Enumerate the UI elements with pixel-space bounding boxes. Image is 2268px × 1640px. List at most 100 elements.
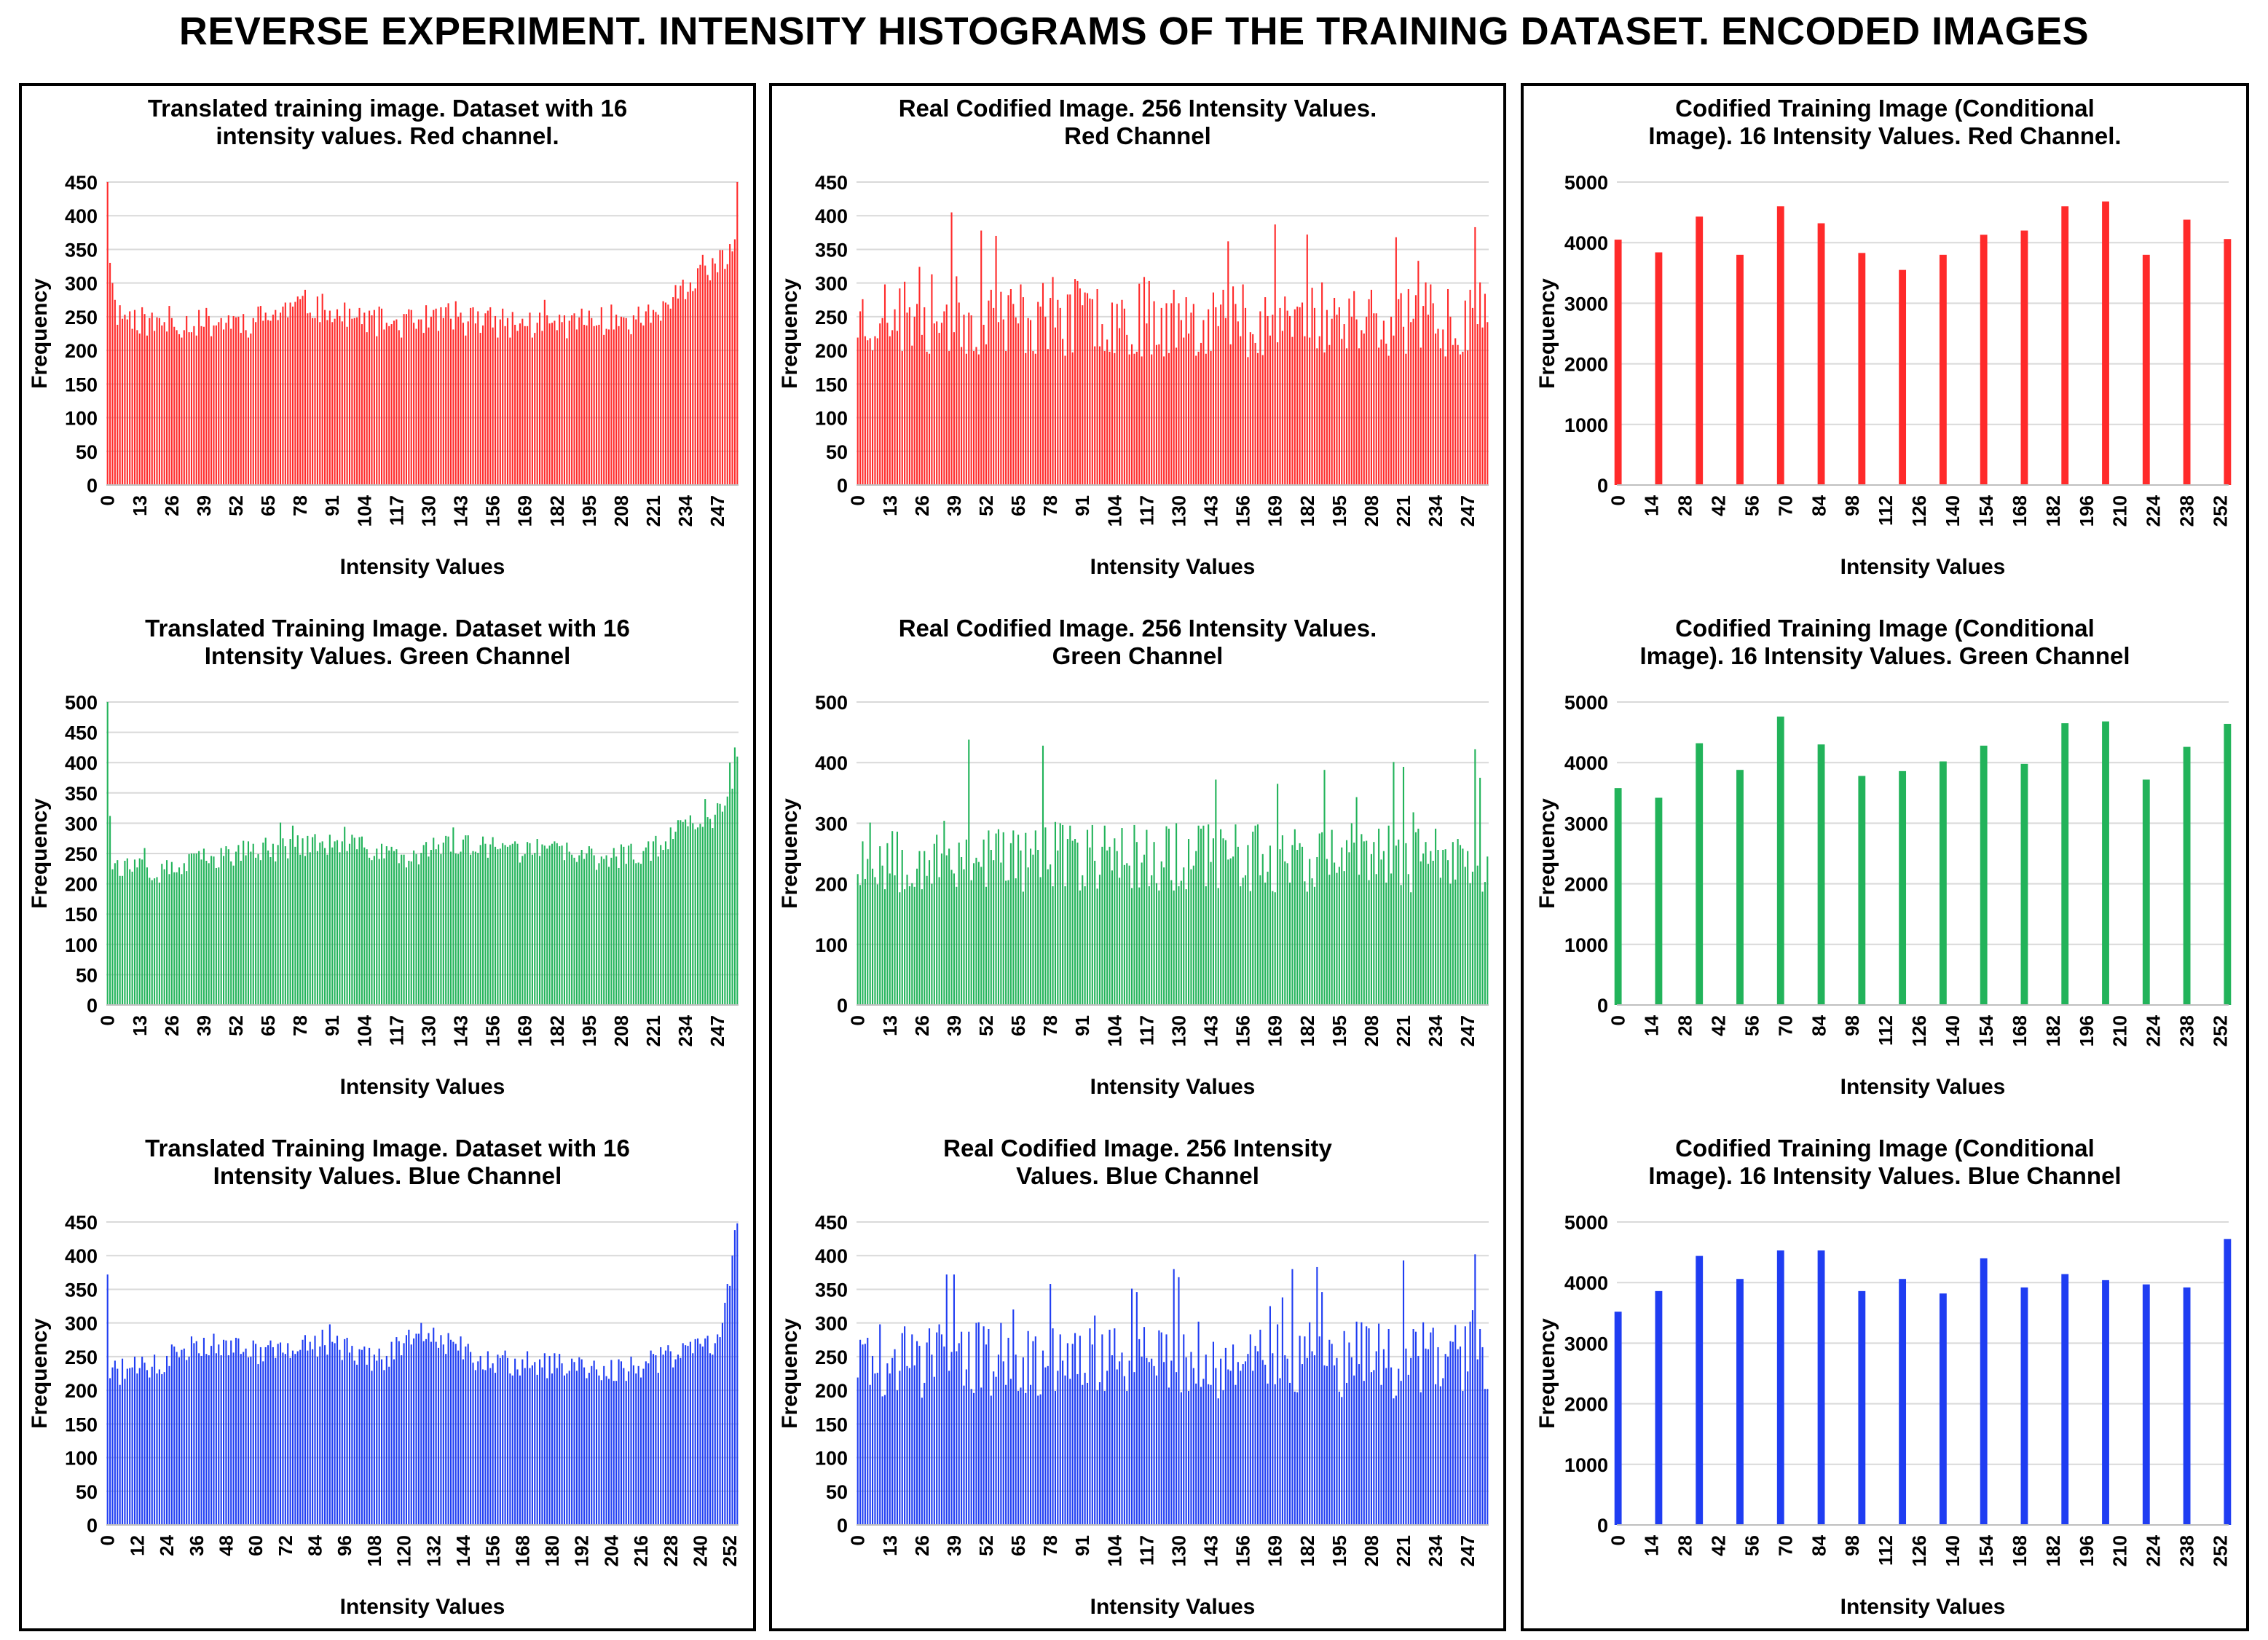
histogram-bar bbox=[662, 1355, 664, 1525]
histogram-bar bbox=[689, 815, 691, 1005]
x-tick-label: 140 bbox=[1942, 1015, 1964, 1046]
histogram-bar bbox=[1380, 859, 1382, 1005]
histogram-bar bbox=[111, 283, 114, 485]
histogram-bar bbox=[536, 323, 538, 485]
histogram-bar bbox=[1259, 875, 1261, 1005]
histogram-bar bbox=[269, 856, 272, 1005]
histogram-bar bbox=[595, 1369, 598, 1525]
histogram-bar bbox=[1467, 1371, 1469, 1525]
histogram-bar bbox=[413, 850, 415, 1005]
histogram-bar bbox=[1042, 745, 1044, 1005]
x-tick-label: 26 bbox=[911, 1015, 933, 1036]
histogram-bar bbox=[588, 310, 590, 485]
x-tick-label: 252 bbox=[2210, 495, 2232, 527]
histogram-bar bbox=[913, 316, 916, 485]
histogram-bar bbox=[213, 325, 215, 485]
histogram-bar bbox=[1471, 871, 1474, 1005]
x-tick-label: 117 bbox=[1135, 495, 1157, 526]
histogram-bar bbox=[154, 331, 156, 485]
histogram-bar bbox=[519, 862, 521, 1005]
y-tick-label: 300 bbox=[65, 273, 98, 295]
histogram-bar bbox=[990, 1395, 992, 1525]
chart-green-16: Translated Training Image. Dataset with … bbox=[28, 615, 739, 1099]
histogram-bar bbox=[1111, 302, 1113, 485]
x-tick-label: 130 bbox=[417, 1015, 439, 1046]
histogram-bar bbox=[1098, 1382, 1101, 1525]
y-tick-label: 200 bbox=[815, 1380, 848, 1402]
histogram-bar bbox=[2020, 1287, 2028, 1525]
histogram-bar bbox=[136, 1373, 138, 1525]
histogram-bar bbox=[166, 1355, 168, 1525]
histogram-bar bbox=[363, 1347, 366, 1525]
histogram-bar bbox=[2224, 1239, 2232, 1525]
histogram-bar bbox=[114, 299, 116, 485]
histogram-bar bbox=[1313, 1355, 1316, 1525]
histogram-bar bbox=[1459, 1347, 1462, 1525]
histogram-bar bbox=[489, 844, 492, 1005]
histogram-bar bbox=[1358, 875, 1361, 1005]
histogram-bar bbox=[598, 324, 600, 485]
histogram-bar bbox=[1476, 324, 1478, 485]
x-tick-label: 130 bbox=[1168, 1535, 1189, 1566]
histogram-bar bbox=[235, 317, 237, 485]
histogram-bar bbox=[205, 307, 208, 485]
histogram-bar bbox=[126, 1368, 128, 1525]
histogram-bar bbox=[1123, 864, 1125, 1005]
histogram-bar bbox=[1089, 847, 1091, 1005]
histogram-bar bbox=[1094, 1315, 1096, 1525]
y-tick-label: 400 bbox=[815, 752, 848, 774]
histogram-bar bbox=[1197, 1321, 1200, 1525]
histogram-bar bbox=[1212, 292, 1214, 485]
y-tick-label: 250 bbox=[815, 1347, 848, 1368]
histogram-bar bbox=[926, 1342, 928, 1525]
histogram-bar bbox=[186, 871, 188, 1005]
y-tick-label: 450 bbox=[65, 1212, 98, 1234]
histogram-bar bbox=[1614, 788, 1622, 1005]
histogram-bar bbox=[482, 325, 484, 485]
x-tick-label: 143 bbox=[450, 495, 472, 527]
histogram-bar bbox=[124, 860, 126, 1005]
histogram-bar bbox=[1210, 351, 1212, 485]
histogram-bar bbox=[874, 877, 876, 1005]
histogram-bar bbox=[1032, 1341, 1034, 1525]
histogram-bar bbox=[736, 1223, 739, 1525]
histogram-bar bbox=[146, 1370, 148, 1525]
x-tick-label: 126 bbox=[1908, 495, 1930, 527]
histogram-bar bbox=[1858, 253, 1866, 485]
histogram-bar bbox=[442, 1344, 444, 1525]
histogram-bar bbox=[956, 886, 958, 1005]
histogram-bar bbox=[692, 823, 694, 1005]
histogram-bar bbox=[1025, 832, 1027, 1005]
histogram-bar bbox=[415, 853, 417, 1005]
histogram-bar bbox=[163, 869, 165, 1005]
histogram-bar bbox=[1180, 880, 1182, 1005]
histogram-bar bbox=[615, 1381, 618, 1525]
histogram-bar bbox=[1111, 1355, 1113, 1525]
histogram-bar bbox=[373, 310, 375, 485]
histogram-bar bbox=[449, 851, 452, 1005]
histogram-bar bbox=[933, 1376, 935, 1525]
histogram-bar bbox=[1306, 234, 1308, 485]
y-tick-label: 3000 bbox=[1564, 813, 1608, 835]
histogram-bar bbox=[1029, 320, 1032, 485]
histogram-bar bbox=[378, 307, 380, 485]
x-tick-label: 0 bbox=[97, 1535, 119, 1545]
histogram-bar bbox=[1321, 282, 1323, 485]
histogram-bar bbox=[124, 1379, 126, 1525]
histogram-bar bbox=[607, 329, 610, 485]
histogram-bar bbox=[973, 1392, 975, 1525]
histogram-bar bbox=[1240, 886, 1242, 1005]
x-tick-label: 98 bbox=[1841, 1535, 1863, 1556]
histogram-bar bbox=[252, 843, 254, 1005]
histogram-bar bbox=[1316, 348, 1318, 485]
histogram-bar bbox=[1286, 1358, 1288, 1525]
histogram-bar bbox=[1135, 351, 1138, 485]
histogram-bar bbox=[1170, 880, 1173, 1005]
histogram-bar bbox=[328, 1324, 331, 1525]
histogram-bar bbox=[277, 320, 279, 485]
histogram-bar bbox=[138, 858, 141, 1005]
histogram-bar bbox=[2183, 1287, 2191, 1525]
histogram-bar bbox=[948, 351, 950, 485]
histogram-bar bbox=[524, 1368, 526, 1525]
histogram-bar bbox=[1143, 277, 1146, 485]
